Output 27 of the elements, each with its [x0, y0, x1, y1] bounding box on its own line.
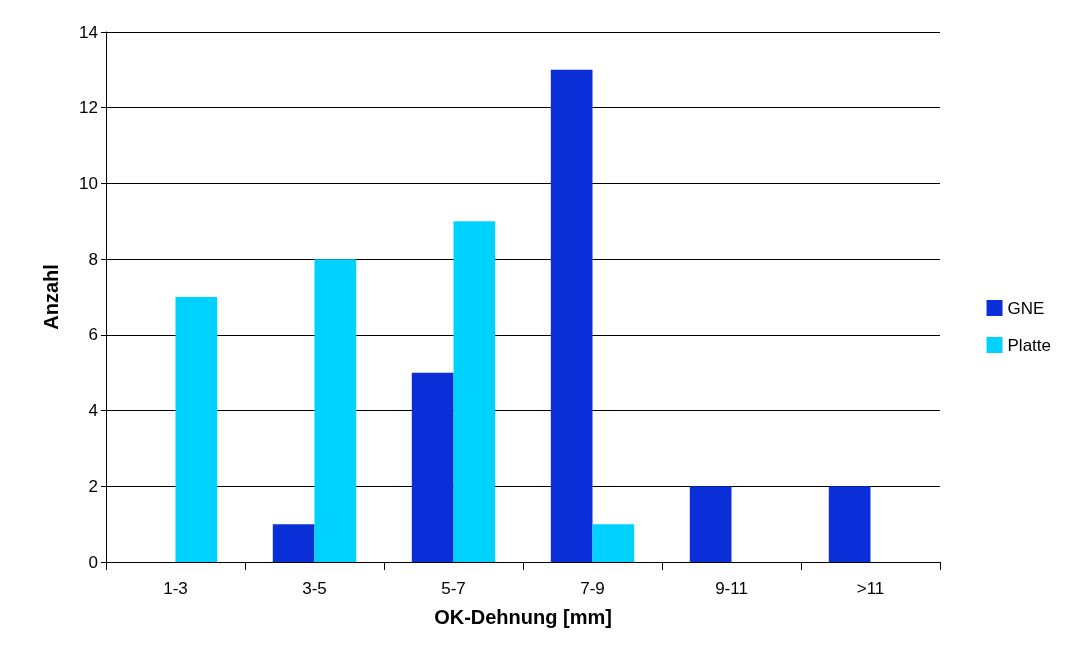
legend-label: Platte — [1007, 335, 1052, 355]
y-tick-label: 0 — [88, 552, 98, 572]
y-tick-label: 8 — [88, 249, 98, 269]
bar — [689, 486, 732, 562]
x-tick-label: 3-5 — [302, 579, 327, 598]
x-tick-label: 7-9 — [580, 579, 605, 598]
x-tick-label: 1-3 — [163, 579, 188, 598]
bar — [272, 524, 315, 562]
bar — [411, 372, 454, 562]
x-axis-title: OK-Dehnung [mm] — [434, 606, 612, 628]
y-tick-label: 4 — [88, 401, 98, 421]
y-tick-label: 2 — [88, 476, 98, 496]
y-tick-label: 14 — [79, 22, 98, 42]
x-tick-label: 5-7 — [441, 579, 466, 598]
bar — [592, 524, 635, 562]
x-tick-label: 9-11 — [715, 579, 748, 598]
bar — [828, 486, 871, 562]
bar — [453, 221, 496, 562]
y-tick-label: 6 — [88, 325, 98, 345]
y-axis-title: Anzahl — [40, 264, 62, 330]
x-tick-label: >11 — [856, 579, 885, 598]
y-tick-label: 12 — [79, 98, 98, 118]
bar — [175, 297, 218, 562]
bar — [550, 69, 593, 562]
legend-label: GNE — [1007, 298, 1045, 318]
y-tick-label: 10 — [79, 173, 98, 193]
bar — [314, 259, 357, 562]
